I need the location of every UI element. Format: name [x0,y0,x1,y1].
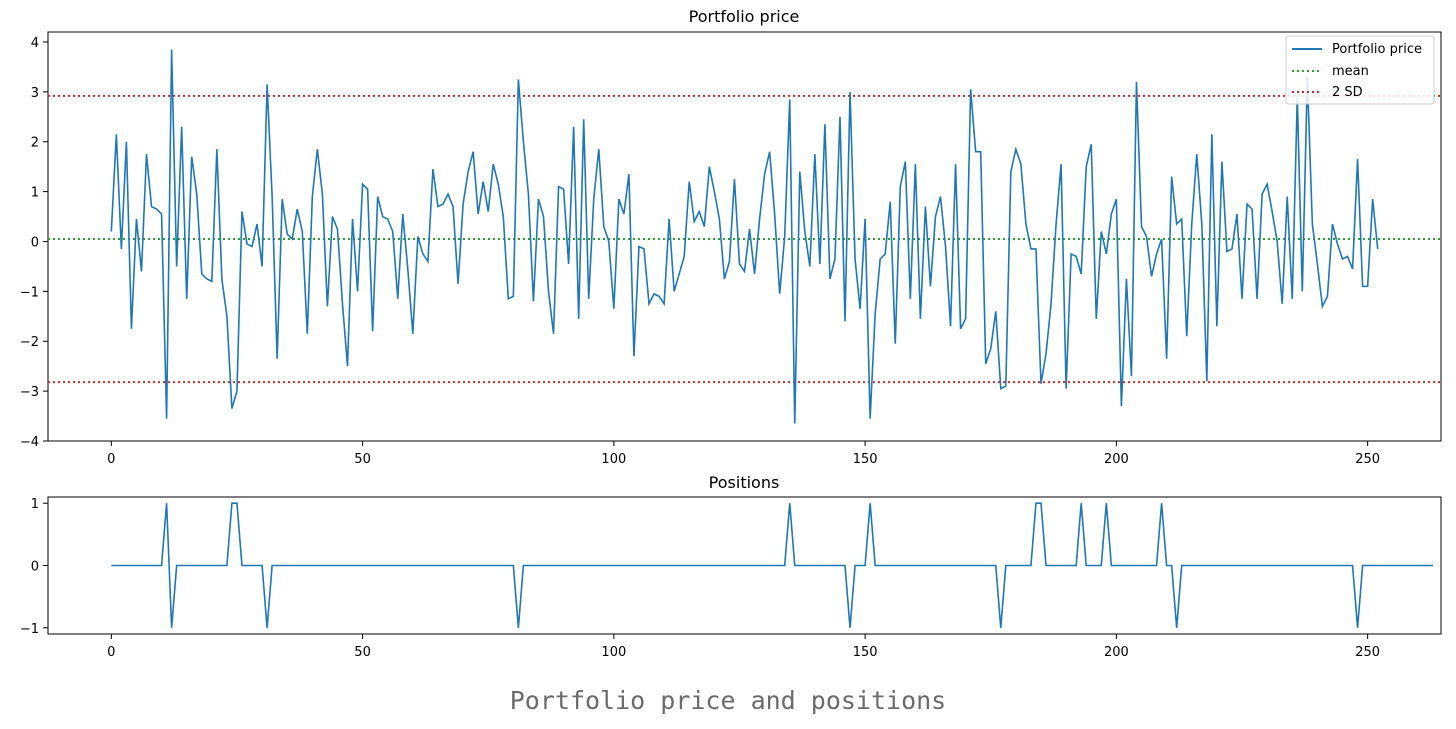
y-tick-label: 1 [31,497,39,512]
plot-area-frame [47,31,1442,442]
x-tick-label: 200 [1104,645,1129,660]
figure-caption: Portfolio price and positions [509,686,947,715]
positions-chart: Positions 0 50 100 150 200 250 −1 0 1 [20,473,1442,660]
y-tick-label: −1 [20,622,39,637]
x-tick-label: 0 [107,645,115,660]
x-tick-label: 50 [354,452,371,467]
chart-title: Portfolio price [689,7,800,26]
legend-label-2-sd: 2 SD [1332,85,1363,100]
x-tick-label: 50 [354,645,371,660]
chart-title: Positions [709,473,780,492]
y-tick-label: 1 [31,186,39,201]
y-tick-label: −1 [20,285,39,300]
x-tick-label: 0 [107,452,115,467]
y-tick-label: 0 [31,235,39,250]
y-tick-label: 0 [31,560,39,575]
positions-line [111,502,1433,628]
x-tick-label: 250 [1355,645,1380,660]
legend-label-mean: mean [1332,64,1369,79]
portfolio-price-chart: Portfolio price 0 50 100 150 200 250 −4 −3 −2 −1… [20,7,1442,467]
x-tick-label: 250 [1355,452,1380,467]
y-tick-label: 2 [31,136,39,151]
y-tick-label: −4 [20,435,39,450]
x-tick-label: 150 [853,452,878,467]
x-tick-label: 100 [601,645,626,660]
y-tick-label: 4 [31,36,39,51]
y-tick-label: −3 [20,385,39,400]
x-tick-label: 150 [853,645,878,660]
x-tick-label: 100 [601,452,626,467]
y-tick-label: 3 [31,86,39,101]
portfolio-price-line [110,49,1379,424]
x-tick-label: 200 [1104,452,1129,467]
legend: Portfolio price mean 2 SD [1285,35,1435,105]
legend-box [1285,35,1435,105]
legend-label-portfolio-price: Portfolio price [1332,42,1422,57]
y-tick-label: −2 [20,335,39,350]
